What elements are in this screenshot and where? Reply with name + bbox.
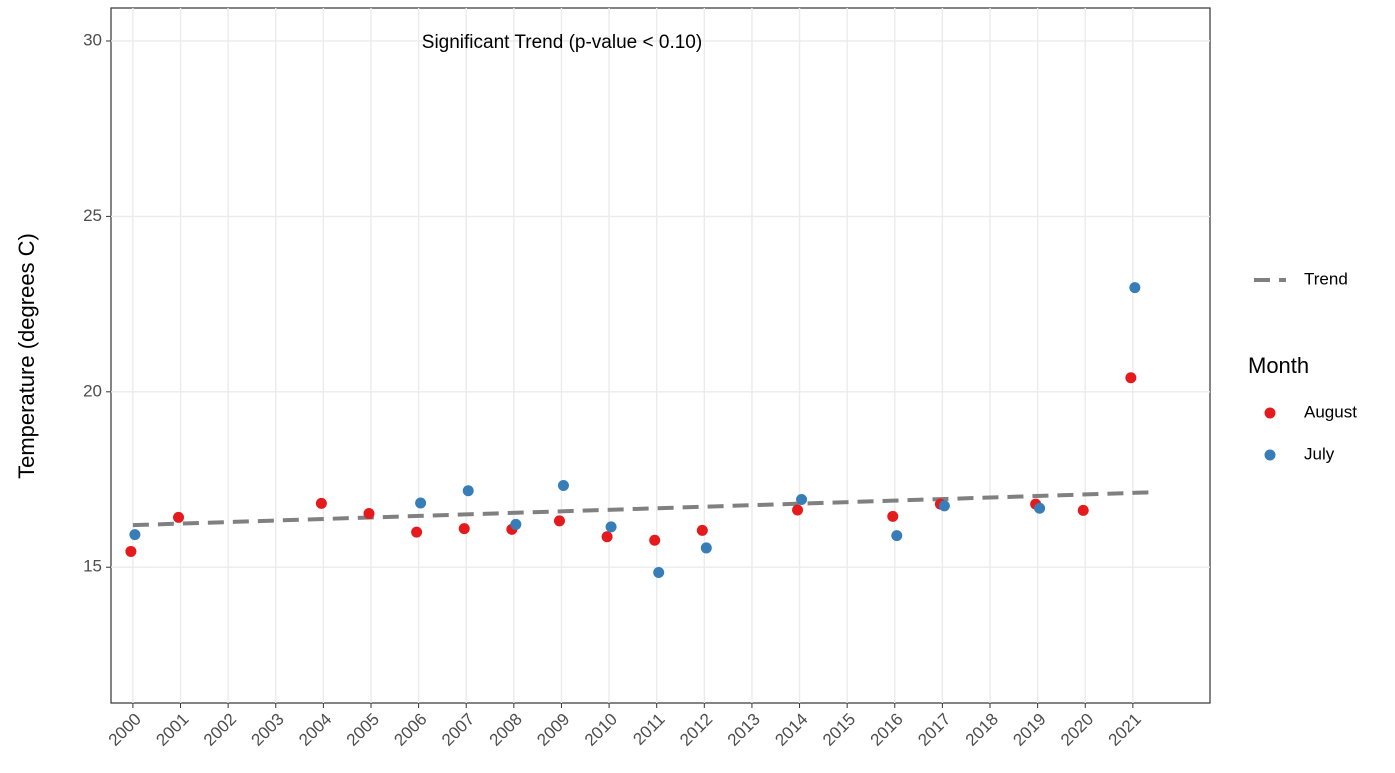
point: [510, 518, 522, 530]
x-tick-label: 2012: [676, 710, 716, 750]
point: [653, 566, 665, 578]
point: [796, 494, 808, 506]
x-tick-label: 2018: [962, 710, 1002, 750]
x-tick-label: 2013: [724, 710, 764, 750]
point: [1034, 502, 1046, 514]
point: [415, 497, 427, 509]
point: [792, 504, 804, 516]
x-tick-label: 2020: [1057, 710, 1097, 750]
legend-title: Month: [1248, 353, 1309, 378]
x-tick-label: 2005: [343, 710, 383, 750]
x-tick-label: 2007: [438, 710, 478, 750]
point: [557, 479, 569, 491]
legend-label: Trend: [1304, 269, 1348, 288]
x-tick-label: 2001: [152, 710, 192, 750]
point: [462, 485, 474, 497]
point: [458, 523, 470, 535]
point: [700, 542, 712, 554]
x-tick-label: 2003: [248, 710, 288, 750]
point: [1077, 504, 1089, 516]
y-tick-label: 15: [83, 557, 102, 576]
point: [129, 529, 141, 541]
point: [1125, 372, 1137, 384]
x-tick-label: 2008: [486, 710, 526, 750]
plot-panel: [110, 7, 1211, 704]
y-tick-label: 20: [83, 381, 102, 400]
x-tick-label: 2014: [771, 710, 811, 750]
x-tick-label: 2000: [105, 710, 145, 750]
point: [315, 497, 327, 509]
point: [1129, 282, 1141, 294]
x-tick-label: 2019: [1009, 710, 1049, 750]
point: [649, 534, 661, 546]
x-tick-label: 2010: [581, 710, 621, 750]
point: [601, 531, 613, 543]
point: [411, 526, 423, 538]
x-tick-label: 2009: [533, 710, 573, 750]
legend-label: August: [1304, 402, 1357, 421]
legend-label: July: [1304, 444, 1335, 463]
point: [125, 545, 137, 557]
x-tick-label: 2016: [867, 710, 907, 750]
x-tick-label: 2006: [390, 710, 430, 750]
y-axis-label: Temperature (degrees C): [14, 233, 39, 479]
point: [173, 511, 185, 523]
point: [553, 515, 565, 527]
legend-key: [1264, 407, 1276, 419]
point: [605, 521, 617, 533]
point: [891, 530, 903, 542]
point: [938, 500, 950, 512]
point: [887, 510, 899, 522]
x-tick-label: 2015: [819, 710, 859, 750]
trend-line: [132, 490, 1157, 528]
x-tick-label: 2002: [200, 710, 240, 750]
point: [363, 508, 375, 520]
x-tick-label: 2011: [629, 710, 668, 749]
x-tick-label: 2021: [1105, 710, 1145, 750]
y-tick-label: 30: [83, 30, 102, 49]
x-tick-label: 2017: [914, 710, 954, 750]
point: [696, 524, 708, 536]
y-tick-label: 25: [83, 206, 102, 225]
annotation: Significant Trend (p-value < 0.10): [422, 32, 702, 53]
legend-key: [1264, 449, 1276, 461]
x-tick-label: 2004: [295, 710, 335, 750]
